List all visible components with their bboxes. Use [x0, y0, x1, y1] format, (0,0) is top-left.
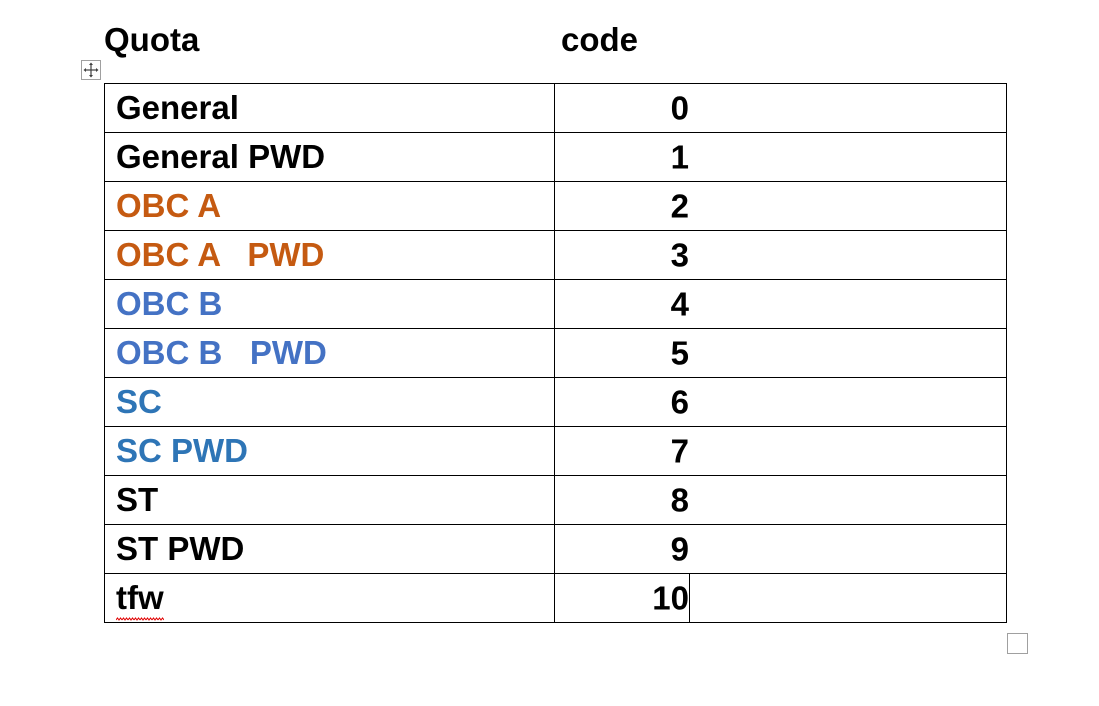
code-cell[interactable]: 6 [554, 377, 1007, 427]
code-value: 1 [670, 138, 689, 176]
quota-cell[interactable]: OBC B PWD [104, 328, 555, 378]
code-value: 6 [670, 383, 689, 421]
table-move-handle-icon[interactable] [81, 60, 101, 80]
code-cell[interactable]: 8 [554, 475, 1007, 525]
quota-code-table: General 0 General PWD 1 OBC A 2 OBC A PWD 3 OBC … [104, 83, 1007, 623]
code-cell[interactable]: 10 [554, 573, 1007, 623]
code-cell[interactable]: 0 [554, 83, 1007, 133]
code-cell[interactable]: 5 [554, 328, 1007, 378]
table-row: SC 6 [104, 377, 1007, 427]
table-row: OBC B 4 [104, 279, 1007, 329]
quota-cell[interactable]: General PWD [104, 132, 555, 182]
code-value: 8 [670, 481, 689, 519]
code-value: 2 [670, 187, 689, 225]
quota-name: OBC B PWD [116, 334, 327, 371]
code-value: 7 [670, 432, 689, 470]
code-cell[interactable]: 7 [554, 426, 1007, 476]
quota-cell[interactable]: OBC B [104, 279, 555, 329]
cell-split-border [689, 574, 690, 622]
quota-name: SC PWD [116, 432, 248, 469]
table-row: ST 8 [104, 475, 1007, 525]
table-row: OBC A PWD 3 [104, 230, 1007, 280]
quota-name: General PWD [116, 138, 326, 175]
quota-cell[interactable]: ST PWD [104, 524, 555, 574]
table-row: OBC A 2 [104, 181, 1007, 231]
quota-cell[interactable]: SC PWD [104, 426, 555, 476]
quota-name: OBC B [116, 285, 223, 322]
code-value: 5 [670, 334, 689, 372]
quota-cell[interactable]: OBC A [104, 181, 555, 231]
code-header: code [561, 21, 639, 58]
quota-cell[interactable]: tfw [104, 573, 555, 623]
quota-name: OBC A PWD [116, 236, 325, 273]
code-value: 9 [670, 530, 689, 568]
quota-cell[interactable]: General [104, 83, 555, 133]
quota-name: tfw [116, 579, 164, 621]
table-row: OBC B PWD 5 [104, 328, 1007, 378]
quota-name: ST PWD [116, 530, 245, 567]
code-cell[interactable]: 3 [554, 230, 1007, 280]
quota-name: ST [116, 481, 159, 518]
quota-name: SC [116, 383, 162, 420]
code-value: 4 [670, 285, 689, 323]
code-cell[interactable]: 9 [554, 524, 1007, 574]
quota-name: OBC A [116, 187, 222, 224]
code-value: 3 [670, 236, 689, 274]
code-cell[interactable]: 1 [554, 132, 1007, 182]
table-row: General PWD 1 [104, 132, 1007, 182]
table-row: tfw 10 [104, 573, 1007, 623]
quota-cell[interactable]: SC [104, 377, 555, 427]
table-row: General 0 [104, 83, 1007, 133]
table-row: ST PWD 9 [104, 524, 1007, 574]
table-resize-handle[interactable] [1007, 633, 1028, 654]
table-row: SC PWD 7 [104, 426, 1007, 476]
quota-header: Quota [104, 21, 200, 58]
quota-cell[interactable]: ST [104, 475, 555, 525]
code-cell[interactable]: 4 [554, 279, 1007, 329]
quota-cell[interactable]: OBC A PWD [104, 230, 555, 280]
quota-name: General [116, 89, 239, 126]
code-value: 0 [670, 89, 689, 127]
code-value: 10 [652, 579, 689, 617]
code-cell[interactable]: 2 [554, 181, 1007, 231]
